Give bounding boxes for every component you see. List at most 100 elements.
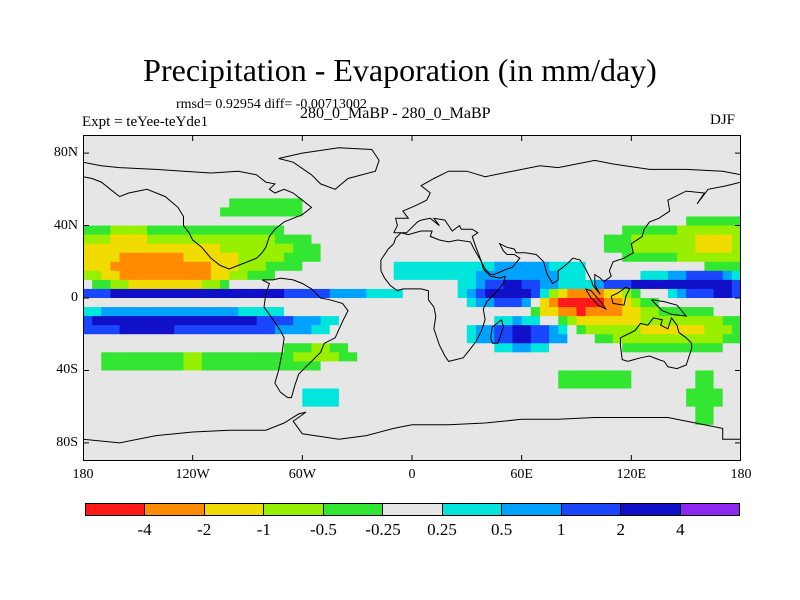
field-cell [667, 135, 678, 145]
field-cell [622, 298, 632, 308]
colorbar-label: -2 [197, 520, 212, 539]
field-cell [320, 352, 331, 362]
field-cell [603, 451, 614, 462]
field-cell [412, 415, 422, 426]
field-cell [594, 207, 605, 218]
field-cell [549, 189, 559, 199]
field-cell [695, 424, 706, 435]
field-cell [402, 198, 413, 209]
field-cell [393, 451, 404, 462]
field-cell [238, 334, 249, 344]
field-cell [549, 451, 559, 462]
field-cell [183, 288, 194, 299]
field-cell [247, 433, 258, 444]
field-cell [265, 162, 276, 172]
field-cell [256, 316, 267, 326]
field-cell [466, 307, 477, 317]
field-cell [201, 451, 212, 462]
field-cell [585, 325, 596, 335]
field-cell [704, 298, 715, 308]
field-cell [603, 379, 614, 390]
field-cell [558, 334, 568, 344]
x-tick-label: 180 [72, 467, 94, 482]
field-cell [101, 325, 112, 335]
field-cell [229, 171, 239, 181]
field-cell [576, 316, 587, 326]
field-cell [658, 198, 669, 209]
field-cell [658, 379, 669, 390]
field-cell [293, 334, 303, 344]
field-cell [631, 415, 642, 426]
field-cell [622, 451, 632, 462]
field-cell [430, 279, 441, 290]
field-cell [521, 261, 532, 272]
field-cell [83, 388, 93, 399]
field-cell [594, 144, 605, 154]
field-cell [485, 442, 495, 453]
field-cell [146, 424, 157, 435]
field-cell [731, 361, 742, 372]
field-cell [128, 316, 139, 326]
field-cell [667, 316, 678, 326]
field-cell [183, 261, 194, 272]
field-cell [640, 207, 651, 218]
field-cell [686, 379, 696, 390]
field-cell [585, 153, 596, 163]
field-cell [722, 189, 733, 199]
field-cell [439, 325, 450, 335]
field-cell [229, 307, 239, 317]
field-cell [220, 198, 230, 209]
field-cell [393, 261, 404, 272]
field-cell [274, 334, 285, 344]
field-cell [165, 298, 175, 308]
field-cell [92, 180, 102, 190]
field-cell [192, 397, 203, 408]
field-cell [622, 207, 632, 218]
field-cell [722, 424, 733, 435]
field-cell [375, 424, 386, 435]
field-cell [110, 334, 121, 344]
field-cell [229, 207, 239, 218]
field-cell [375, 207, 386, 218]
field-cell [119, 234, 130, 245]
field-cell [704, 424, 715, 435]
field-cell [210, 189, 221, 199]
field-cell [622, 334, 632, 344]
field-cell [110, 180, 121, 190]
field-cell [393, 415, 404, 426]
field-cell [146, 225, 157, 236]
field-cell [128, 451, 139, 462]
field-cell [512, 379, 523, 390]
field-cell [631, 352, 642, 362]
field-cell [229, 379, 239, 390]
field-cell [174, 144, 185, 154]
field-cell [192, 162, 203, 172]
field-cell [366, 153, 377, 163]
field-cell [284, 307, 294, 317]
field-cell [311, 171, 322, 181]
field-cell [549, 279, 559, 290]
field-cell [567, 288, 578, 299]
field-cell [613, 307, 623, 317]
field-cell [293, 388, 303, 399]
field-cell [521, 451, 532, 462]
field-cell [640, 370, 651, 381]
field-cell [613, 325, 623, 335]
field-cell [567, 352, 578, 362]
field-cell [265, 334, 276, 344]
field-cell [165, 406, 175, 417]
field-cell [475, 279, 486, 290]
field-cell [439, 370, 450, 381]
field-cell [338, 144, 349, 154]
field-cell [110, 406, 121, 417]
field-cell [156, 180, 166, 190]
field-cell [92, 424, 102, 435]
field-cell [594, 442, 605, 453]
field-cell [622, 388, 632, 399]
field-cell [704, 397, 715, 408]
field-cell [649, 153, 660, 163]
field-cell [247, 361, 258, 372]
field-cell [457, 135, 468, 145]
field-cell [466, 379, 477, 390]
field-cell [265, 415, 276, 426]
